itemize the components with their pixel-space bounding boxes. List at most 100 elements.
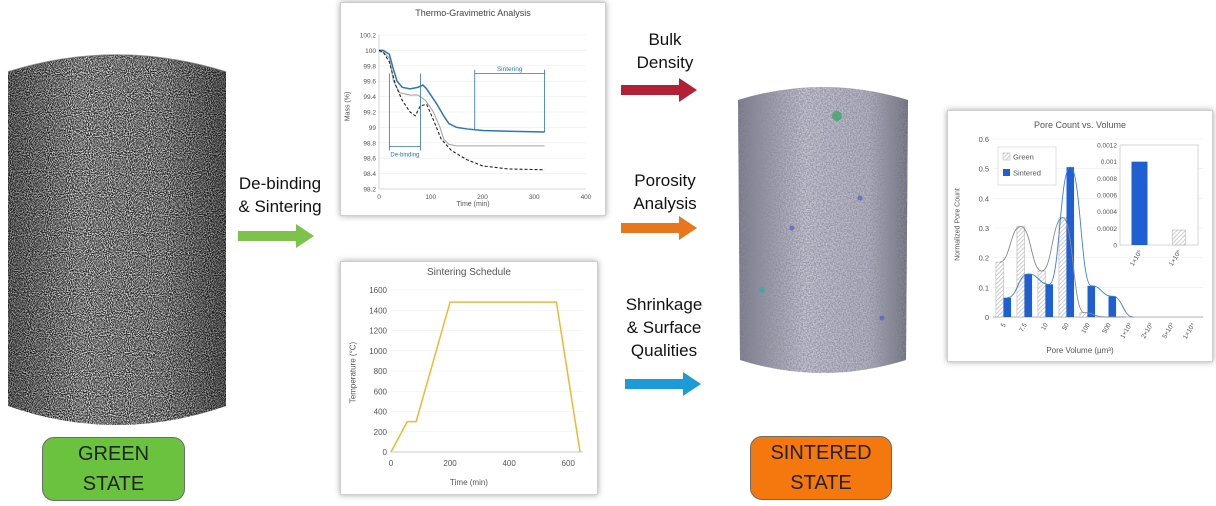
pore-ytick-label: 0.3	[979, 224, 989, 233]
pore-xtick-label: 2×10³	[1140, 321, 1155, 340]
pore-ytick-label: 0	[985, 313, 989, 322]
pore-inset-bar-green	[1172, 229, 1186, 246]
analysis-label-line1: Porosity	[634, 171, 696, 190]
tga-ytick-label: 98.6	[363, 156, 376, 163]
analysis-label-shrinkage: Shrinkage & Surface Qualities	[604, 293, 724, 362]
tga-ytick-label: 99.8	[363, 63, 376, 70]
pore-inset-ytick-label: 0.0012	[1097, 143, 1117, 150]
sintering-xtick-label: 400	[502, 459, 516, 468]
pore-inset-xtick-label: 1×10⁶	[1168, 249, 1183, 268]
process-arrow	[238, 224, 314, 248]
pore-chart-title: Pore Count vs. Volume	[1033, 120, 1127, 130]
sintering-ytick-label: 1600	[369, 286, 387, 295]
sintered-state-line2: STATE	[790, 472, 852, 494]
pore-xtick-label: 50	[1061, 322, 1071, 332]
green-state-line1: GREEN	[77, 443, 150, 465]
tga-ytick-label: 98.8	[363, 140, 376, 147]
analysis-label-line3: Qualities	[630, 341, 698, 360]
sintered-state-line1: SINTERED	[770, 442, 872, 464]
analysis-label-line1: Shrinkage	[625, 295, 703, 314]
pore-xtick-label: 500	[1101, 322, 1113, 335]
pore-legend: Green Sintered	[997, 146, 1057, 186]
process-label-line2: & Sintering	[238, 197, 322, 216]
sintering-chart-xlabel: Time (min)	[450, 478, 488, 487]
pore-inset-xtick-label: 1×10⁵	[1129, 249, 1144, 268]
sintered-part-image	[738, 87, 908, 373]
tga-chart: 98.2 98.4 98.6 98.8 99 99.2 99.4 99.6 99.8 100 100…	[360, 33, 592, 202]
green-state-line2: STATE	[82, 473, 145, 495]
tga-ytick-label: 98.4	[363, 171, 376, 178]
sintering-temperature-line	[390, 301, 581, 453]
pore-ytick-label: 0.4	[979, 194, 989, 203]
pore-bar-sintered	[1003, 297, 1012, 317]
green-state-label: GREEN STATE	[42, 437, 185, 501]
pore-count-chart: 0 0.1 0.2 0.3 0.4 0.5 0.6 5 7.5 10 50 100 500 1×10³ 2×…	[979, 135, 1203, 341]
tga-ytick-label: 99.2	[363, 110, 376, 117]
pore-bar-sintered	[1045, 284, 1054, 317]
pore-ytick-label: 0.5	[979, 165, 989, 174]
tga-series-line	[378, 49, 545, 171]
pore-bar-sintered	[1024, 273, 1033, 317]
sintering-ytick-label: 1000	[369, 347, 387, 356]
pore-ytick-label: 0.2	[979, 254, 989, 263]
analysis-label-bulk-density: Bulk Density	[610, 28, 720, 74]
sintering-xtick-label: 200	[443, 459, 457, 468]
pore-inset-ytick-label: 0.0008	[1097, 176, 1117, 183]
sintering-chart-ylabel: Temperature (°C)	[348, 341, 358, 404]
pore-legend-green-label: Green	[1013, 153, 1034, 162]
green-part-image	[7, 54, 227, 425]
tga-ytick-label: 98.2	[363, 187, 376, 194]
tga-ytick-label: 100	[365, 48, 376, 55]
pore-inset-bar-sintered	[1131, 161, 1148, 245]
tga-ytick-label: 99.4	[363, 94, 376, 101]
pore-bar-sintered	[1108, 296, 1117, 317]
sintering-chart-title: Sintering Schedule	[427, 267, 511, 278]
process-label: De-binding & Sintering	[225, 172, 335, 218]
sintering-ytick-label: 1400	[369, 306, 387, 315]
analysis-label-porosity: Porosity Analysis	[610, 169, 720, 215]
tga-ytick-label: 100.2	[360, 33, 377, 40]
analysis-label-line1: Bulk	[648, 30, 682, 49]
sintering-ytick-label: 200	[374, 428, 388, 437]
pore-bar-green	[1016, 226, 1025, 318]
pore-xtick-label: 1×10⁴	[1182, 322, 1197, 341]
pore-bar-green	[995, 261, 1004, 318]
pore-ytick-label: 0.6	[979, 135, 989, 144]
sintering-ytick-label: 1200	[369, 327, 387, 336]
sintering-ytick-label: 0	[383, 448, 388, 457]
pore-xtick-label: 7.5	[1018, 322, 1029, 334]
sintering-xtick-label: 0	[389, 459, 394, 468]
pore-chart-xlabel: Pore Volume (µm³)	[1046, 346, 1114, 355]
tga-sintering-label: Sintering	[497, 66, 523, 73]
tga-debinding-label: De-binding	[390, 153, 419, 159]
tga-xtick-label: 300	[529, 194, 540, 201]
tga-series-line	[379, 51, 545, 147]
tga-ytick-label: 99.6	[363, 79, 376, 86]
analysis-label-line2: & Surface	[626, 318, 702, 337]
shrinkage-arrow	[625, 372, 701, 396]
pore-bar-green	[1058, 217, 1067, 318]
pore-bar-green	[1037, 270, 1046, 318]
pore-inset-ytick-label: 0.0006	[1097, 193, 1117, 200]
pore-xtick-label: 5×10³	[1161, 321, 1176, 340]
tga-xtick-label: 100	[425, 194, 436, 201]
sintering-xtick-label: 600	[562, 459, 576, 468]
tga-chart-title: Thermo-Gravimetric Analysis	[415, 8, 531, 18]
pore-count-chart-card: 0 0.1 0.2 0.3 0.4 0.5 0.6 5 7.5 10 50 100 500 1×10³ 2×…	[947, 110, 1213, 362]
pore-inset-ytick-label: 0.0002	[1097, 226, 1117, 233]
sintering-ytick-label: 800	[374, 367, 388, 376]
analysis-label-line2: Analysis	[633, 194, 697, 213]
pore-inset-ytick-label: 0.001	[1101, 159, 1118, 166]
tga-xtick-label: 200	[477, 194, 488, 201]
pore-ytick-label: 0.1	[979, 283, 989, 292]
sintered-state-label: SINTERED STATE	[750, 436, 892, 500]
bulk-density-arrow	[621, 78, 697, 102]
tga-series-line	[379, 49, 545, 133]
pore-legend-swatch-green	[1002, 152, 1011, 161]
tga-chart-xlabel: Time (min)	[456, 201, 490, 208]
porosity-arrow	[621, 216, 697, 240]
tga-chart-ylabel: Mass (%)	[344, 91, 352, 122]
pore-xtick-label: 100	[1080, 322, 1092, 335]
pore-trend-line	[1007, 166, 1134, 318]
sintering-chart: 0 200 400 600 800 1000 1200 1400 1600 0 200 400 600	[369, 286, 583, 468]
